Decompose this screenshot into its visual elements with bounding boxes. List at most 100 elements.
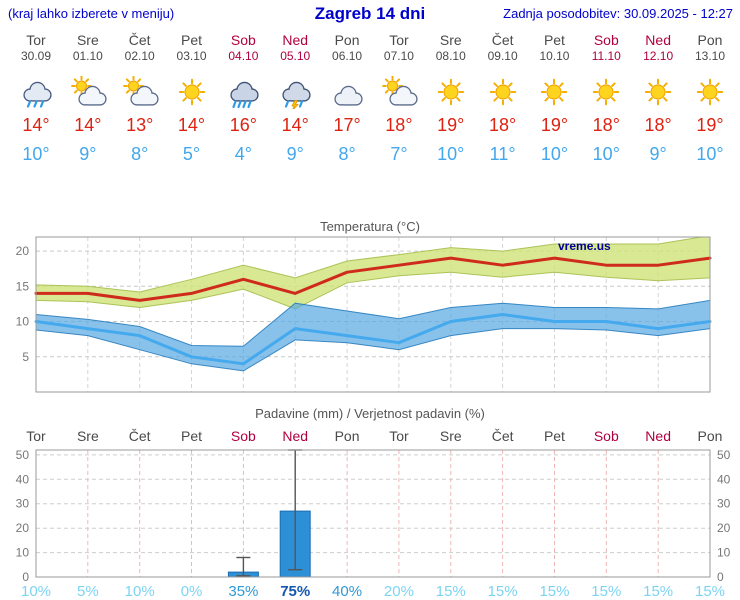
day-column-08.10: Sre 08.10 19° 10° — [423, 32, 479, 165]
precip-probability: 20% — [383, 583, 414, 600]
thunder-rain-icon — [267, 76, 323, 112]
day-date: 05.10 — [280, 49, 311, 63]
temp-y-tick: 10 — [16, 315, 30, 329]
sun-cloud-icon — [60, 75, 116, 110]
sun-icon — [578, 76, 634, 110]
precip-y-tick-right: 20 — [717, 521, 731, 535]
precip-day-label: Pet — [181, 428, 203, 444]
precip-day-label: Ned — [645, 428, 671, 444]
min-temperature: 10° — [22, 144, 50, 164]
sun-icon — [630, 76, 686, 110]
day-name: Ned — [645, 32, 671, 48]
temperature-chart: 5 10 15 20 vreme.us — [16, 236, 712, 393]
cloud-icon — [319, 76, 375, 110]
min-temperature: 11° — [489, 144, 516, 164]
day-date: 01.10 — [72, 49, 103, 63]
precip-day-label: Tor — [389, 428, 409, 444]
day-date: 09.10 — [487, 49, 518, 63]
precip-day-label: Sob — [593, 428, 619, 444]
precip-probability: 0% — [180, 583, 203, 600]
precip-probability: 15% — [643, 583, 674, 600]
precip-y-tick-left: 30 — [16, 497, 30, 511]
day-column-30.09: Tor 30.09 14° 10° — [8, 32, 64, 165]
day-name: Pet — [543, 32, 565, 48]
min-temperature: 9° — [286, 144, 304, 164]
sun-cloud-icon — [112, 75, 168, 110]
max-temperature: 14° — [22, 115, 50, 135]
min-temperature: 8° — [338, 144, 356, 164]
sun-icon — [475, 76, 531, 110]
precipitation-chart: 0 0 10 10 20 20 30 30 40 40 50 50 — [16, 448, 731, 584]
page-title: Zagreb 14 dni — [314, 4, 426, 23]
precip-probability: 75% — [280, 583, 311, 600]
precip-y-tick-left: 0 — [22, 570, 29, 584]
day-column-05.10: Ned 05.10 14° 9° — [267, 32, 323, 165]
day-date: 06.10 — [332, 49, 363, 63]
max-temperature-line — [34, 256, 712, 302]
max-temperature: 14° — [281, 115, 309, 135]
day-column-03.10: Pet 03.10 14° 5° — [164, 32, 220, 165]
sun-cloud-icon — [371, 75, 427, 110]
day-date: 03.10 — [176, 49, 207, 63]
sun-icon — [164, 76, 220, 110]
precip-day-label: Čet — [491, 428, 514, 444]
day-name: Čet — [128, 32, 151, 48]
sun-icon — [682, 76, 738, 110]
day-name: Pon — [334, 32, 360, 48]
min-temperature: 7° — [390, 144, 408, 164]
day-date: 30.09 — [20, 49, 52, 63]
precip-day-label: Sre — [439, 428, 462, 444]
day-column-09.10: Čet 09.10 18° 11° — [475, 32, 531, 165]
day-date: 07.10 — [383, 49, 414, 63]
day-column-11.10: Sob 11.10 18° 10° — [578, 32, 634, 165]
min-temperature: 10° — [696, 144, 724, 164]
watermark: vreme.us — [558, 239, 611, 253]
precip-probability: 5% — [77, 583, 99, 600]
max-temperature: 18° — [644, 115, 672, 135]
precip-y-tick-left: 40 — [16, 472, 30, 486]
min-temperature: 5° — [182, 144, 201, 164]
day-date: 11.10 — [591, 49, 621, 63]
day-date: 04.10 — [228, 49, 259, 63]
day-date: 02.10 — [124, 49, 155, 63]
precip-day-label: Pon — [697, 428, 723, 444]
precip-probability: 10% — [20, 583, 52, 600]
rain-icon — [8, 76, 64, 110]
sun-icon — [423, 76, 479, 110]
day-column-07.10: Tor 07.10 18° 7° — [371, 32, 427, 165]
min-temperature: 9° — [79, 144, 97, 164]
max-temperature: 19° — [696, 115, 724, 135]
day-column-06.10: Pon 06.10 17° 8° — [319, 32, 375, 165]
max-temperature: 16° — [229, 115, 257, 135]
precip-day-label: Ned — [282, 428, 309, 444]
temp-y-tick: 15 — [16, 279, 30, 293]
precip-probability: 15% — [487, 583, 518, 600]
day-name: Tor — [26, 32, 46, 48]
precip-y-tick-left: 20 — [16, 521, 30, 535]
day-date: 12.10 — [643, 49, 674, 63]
precip-y-tick-left: 10 — [16, 546, 30, 560]
day-name: Pon — [697, 32, 723, 48]
min-temperature: 10° — [437, 144, 465, 164]
temperature-chart-title: Temperatura (°C) — [320, 219, 420, 234]
day-column-10.10: Pet 10.10 19° 10° — [526, 32, 582, 165]
temp-y-tick: 20 — [16, 244, 30, 258]
day-name: Pet — [181, 32, 203, 48]
min-temperature: 4° — [234, 144, 252, 164]
precip-y-tick-right: 10 — [717, 546, 731, 560]
day-name: Sre — [439, 32, 462, 48]
day-name: Sre — [76, 32, 99, 48]
day-column-01.10: Sre 01.10 14° 9° — [60, 32, 116, 165]
day-name: Sob — [230, 32, 256, 48]
min-temperature: 10° — [540, 144, 569, 164]
day-column-04.10: Sob 04.10 16° 4° — [215, 32, 271, 165]
min-temperature: 9° — [649, 144, 667, 164]
precip-y-tick-right: 40 — [717, 472, 731, 486]
menu-hint: (kraj lahko izberete v meniju) — [8, 6, 175, 21]
max-temperature: 19° — [437, 115, 465, 135]
heavy-rain-icon — [215, 76, 271, 110]
precip-probability: 40% — [332, 583, 363, 600]
precipitation-chart-title: Padavine (mm) / Verjetnost padavin (%) — [255, 406, 485, 421]
max-temperature: 18° — [385, 115, 413, 135]
